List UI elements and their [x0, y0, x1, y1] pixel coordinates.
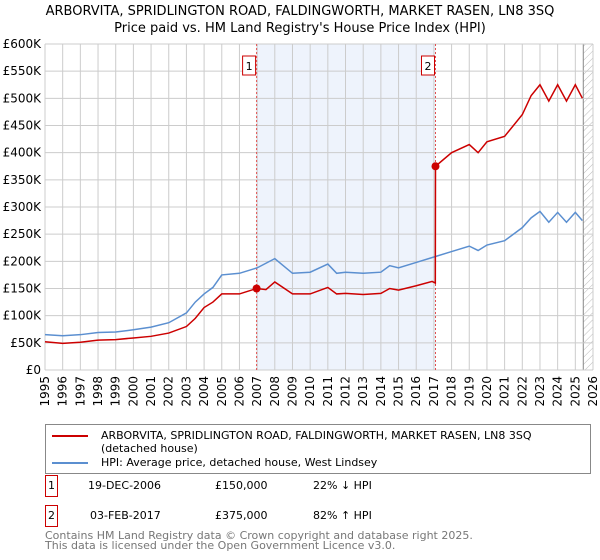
y-tick-label: £350K [3, 173, 43, 187]
x-tick-label: 1999 [109, 376, 123, 407]
annotation-label: 2 [424, 60, 431, 73]
chart-title: ARBORVITA, SPRIDLINGTON ROAD, FALDINGWOR… [45, 4, 555, 19]
y-tick-label: £450K [3, 119, 43, 133]
sale-hpi: 22% ↓ HPI [313, 479, 372, 492]
x-tick-label: 2001 [144, 376, 158, 407]
legend-hpi: HPI: Average price, detached house, West… [101, 456, 378, 469]
y-tick-label: £500K [3, 91, 43, 105]
y-tick-label: £0 [26, 363, 41, 377]
y-tick-label: £150K [3, 282, 43, 296]
x-tick-label: 2011 [321, 376, 335, 407]
sale-marker: 1 [45, 475, 58, 497]
sale-point [252, 284, 261, 293]
footer-line1: Contains HM Land Registry data © Crown c… [45, 529, 473, 542]
y-tick-label: £400K [3, 146, 43, 160]
x-tick-label: 2026 [586, 376, 600, 407]
y-tick-label: £100K [3, 309, 43, 323]
y-tick-label: £550K [3, 64, 43, 78]
x-tick-label: 2010 [303, 376, 317, 407]
x-tick-label: 2016 [409, 376, 423, 407]
x-tick-label: 2015 [392, 376, 406, 407]
footer-line2: This data is licensed under the Open Gov… [45, 539, 396, 552]
legend-blue-line [52, 462, 88, 464]
x-tick-label: 2005 [215, 376, 229, 407]
x-tick-label: 2003 [179, 376, 193, 407]
x-tick-label: 2024 [551, 376, 565, 407]
x-tick-label: 1995 [38, 376, 52, 407]
annotation-box [420, 55, 435, 76]
x-tick-label: 2002 [162, 376, 176, 407]
x-tick-label: 2006 [232, 376, 246, 407]
x-tick-label: 1998 [91, 376, 105, 407]
annotation-box [242, 55, 257, 76]
x-tick-label: 2004 [197, 376, 211, 407]
x-tick-label: 2013 [356, 376, 370, 407]
y-tick-label: £600K [3, 37, 43, 51]
x-tick-label: 2007 [250, 376, 264, 407]
series-line [44, 83, 584, 345]
y-tick-label: £250K [3, 227, 43, 241]
chart-subtitle: Price paid vs. HM Land Registry's House … [114, 21, 486, 36]
sale-marker: 2 [45, 505, 58, 527]
x-tick-label: 2019 [462, 376, 476, 407]
legend-red-line [52, 435, 88, 437]
x-tick-label: 2025 [568, 376, 582, 407]
x-tick-label: 2009 [285, 376, 299, 407]
price-chart: 1995 1996 1997 1998 1999 2000 2001 2002 2003 2004… [3, 37, 600, 407]
x-tick-label: 2000 [126, 376, 140, 407]
x-tick-label: 1997 [73, 376, 87, 407]
sale-date: 03-FEB-2017 [90, 509, 161, 522]
series-line [44, 210, 583, 337]
sale-row: 2 03-FEB-2017 £375,000 82% ↑ HPI [45, 505, 445, 527]
footer: Contains HM Land Registry data © Crown c… [45, 529, 473, 552]
x-tick-label: 2018 [445, 376, 459, 407]
x-tick-label: 2021 [498, 376, 512, 407]
sale-price: £375,000 [215, 509, 268, 522]
legend-property: ARBORVITA, SPRIDLINGTON ROAD, FALDINGWOR… [101, 429, 532, 455]
x-tick-label: 2020 [480, 376, 494, 407]
legend: ARBORVITA, SPRIDLINGTON ROAD, FALDINGWOR… [45, 424, 591, 474]
x-tick-label: 2008 [268, 376, 282, 407]
x-tick-label: 2014 [374, 376, 388, 407]
y-tick-label: £300K [3, 200, 43, 214]
sale-row: 1 19-DEC-2006 £150,000 22% ↓ HPI [45, 475, 445, 497]
sale-date: 19-DEC-2006 [88, 479, 162, 492]
sale-point [431, 162, 440, 171]
annotation-label: 1 [246, 60, 253, 73]
x-tick-label: 1996 [56, 376, 70, 407]
x-tick-label: 2012 [339, 376, 353, 407]
sale-price: £150,000 [215, 479, 268, 492]
x-tick-label: 2023 [533, 376, 547, 407]
x-tick-label: 2017 [427, 376, 441, 407]
y-tick-label: £200K [3, 254, 43, 268]
x-tick-label: 2022 [515, 376, 529, 407]
y-tick-label: £50K [10, 336, 42, 350]
sale-hpi: 82% ↑ HPI [313, 509, 372, 522]
